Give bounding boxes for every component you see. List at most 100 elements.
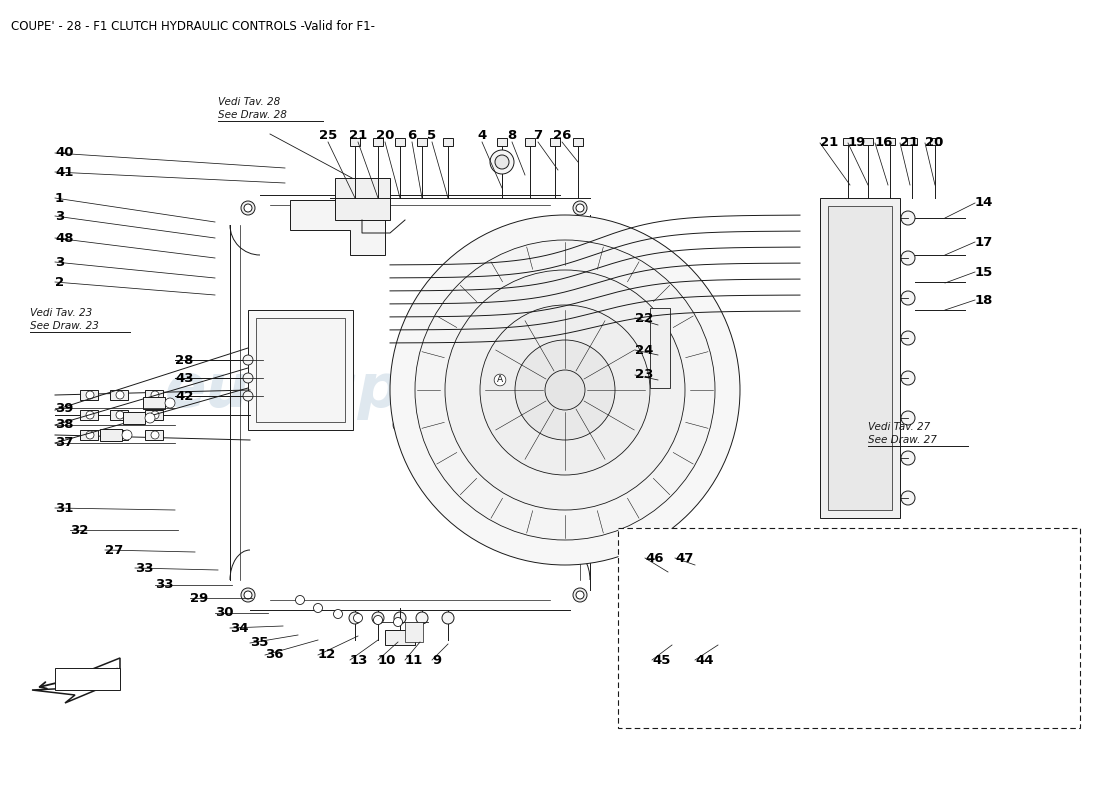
Text: 23: 23 [635,369,653,382]
Circle shape [932,620,948,636]
Circle shape [122,430,132,440]
Circle shape [165,398,175,408]
Circle shape [664,586,688,610]
Circle shape [244,204,252,212]
Circle shape [390,215,740,565]
Circle shape [901,211,915,225]
Text: 4: 4 [477,129,486,142]
Text: 24: 24 [635,343,653,357]
Bar [80,390,98,400]
Circle shape [151,431,160,439]
Bar [525,138,535,146]
Bar [828,206,892,510]
Circle shape [745,568,764,588]
Circle shape [241,201,255,215]
Text: 40: 40 [55,146,74,159]
Text: 44: 44 [695,654,714,666]
Circle shape [394,618,403,626]
Polygon shape [290,200,385,255]
Circle shape [918,606,962,650]
Text: A: A [497,375,503,385]
Text: 41: 41 [55,166,74,178]
Text: 20: 20 [925,137,944,150]
Circle shape [116,431,124,439]
Text: 30: 30 [214,606,233,619]
Circle shape [874,563,1005,693]
Circle shape [654,316,666,328]
Circle shape [243,355,253,365]
Circle shape [901,451,915,465]
Text: 5: 5 [428,129,437,142]
Bar [930,138,940,145]
Circle shape [415,240,715,540]
Bar [373,138,383,146]
Circle shape [116,411,124,419]
Bar [145,410,163,420]
Bar [417,138,427,146]
Text: 6: 6 [407,129,417,142]
Circle shape [349,612,361,624]
Bar [497,138,507,146]
Bar [143,397,165,409]
Text: 39: 39 [55,402,74,414]
Circle shape [576,591,584,599]
Text: 31: 31 [55,502,74,514]
Text: See Draw. 23: See Draw. 23 [30,321,99,331]
Circle shape [394,612,406,624]
Circle shape [901,291,915,305]
Circle shape [353,614,363,622]
Bar [55,668,120,690]
Text: 16: 16 [874,137,893,150]
Circle shape [544,370,585,410]
Circle shape [573,201,587,215]
Bar [145,430,163,440]
Circle shape [151,411,160,419]
Circle shape [654,346,666,358]
Bar [110,390,128,400]
Text: 18: 18 [975,294,993,306]
Bar [908,138,917,145]
Text: 9: 9 [432,654,441,666]
Circle shape [901,411,915,425]
Text: 38: 38 [55,418,74,431]
Bar [443,138,453,146]
Bar [886,138,895,145]
Circle shape [244,591,252,599]
Bar [720,548,790,703]
Circle shape [480,305,650,475]
Text: Vedi Tav. 23: Vedi Tav. 23 [30,308,92,318]
Circle shape [495,155,509,169]
Text: 8: 8 [507,129,517,142]
Circle shape [243,373,253,383]
Bar [728,556,782,694]
Circle shape [855,543,1025,713]
Bar [248,310,353,430]
Text: 21: 21 [349,129,367,142]
Circle shape [333,610,342,618]
Bar [405,622,424,642]
Text: 14: 14 [975,197,993,210]
Text: 27: 27 [104,543,123,557]
Circle shape [515,340,615,440]
Text: A: A [397,420,404,430]
Circle shape [901,491,915,505]
Text: COUPE' - 28 - F1 CLUTCH HYDRAULIC CONTROLS -Valid for F1-: COUPE' - 28 - F1 CLUTCH HYDRAULIC CONTRO… [11,20,375,33]
Text: 32: 32 [70,523,88,537]
Circle shape [901,331,915,345]
Bar [550,138,560,146]
Circle shape [901,251,915,265]
Circle shape [86,411,94,419]
Text: 22: 22 [635,311,653,325]
Text: See Draw. 28: See Draw. 28 [218,110,287,120]
Circle shape [86,431,94,439]
Circle shape [243,391,253,401]
Text: 33: 33 [155,578,174,591]
Bar [864,138,873,145]
Bar [573,138,583,146]
Circle shape [86,391,94,399]
Circle shape [296,595,305,605]
Text: 3: 3 [55,210,64,222]
Circle shape [901,371,915,385]
Circle shape [654,372,666,384]
Bar [256,318,345,422]
